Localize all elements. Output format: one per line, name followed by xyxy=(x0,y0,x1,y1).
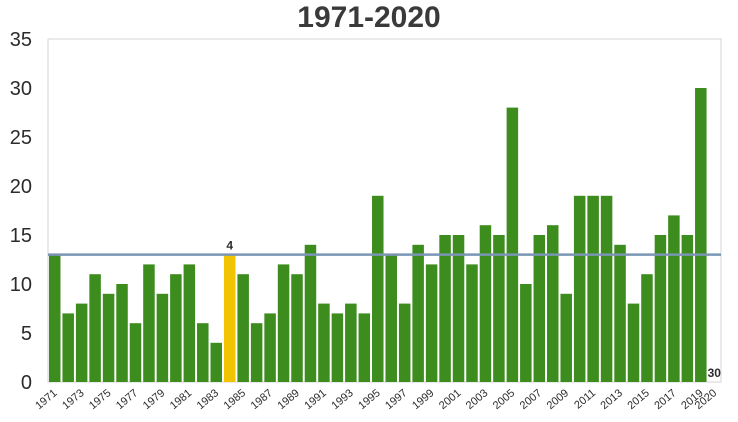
y-tick-label: 0 xyxy=(21,372,32,394)
bar-1987 xyxy=(264,313,276,382)
y-tick-label: 30 xyxy=(10,78,32,100)
x-tick-label: 2017 xyxy=(652,387,678,412)
x-tick-label: 1999 xyxy=(410,387,436,412)
bar-1990 xyxy=(304,244,317,382)
bar-2019 xyxy=(695,88,707,382)
x-tick-label: 2011 xyxy=(572,387,598,411)
bar-2012 xyxy=(600,195,613,382)
bar-1973 xyxy=(75,303,88,382)
chart-title: 1971-2020 xyxy=(297,1,441,34)
bar-1971 xyxy=(48,254,61,382)
bar-2013 xyxy=(614,244,626,382)
bar-2010 xyxy=(573,195,586,382)
x-tick-label: 1985 xyxy=(222,387,248,412)
x-tick-label: 2009 xyxy=(545,387,571,412)
bar-1989 xyxy=(291,274,303,382)
x-tick-label: 1975 xyxy=(87,387,113,412)
bar-1972 xyxy=(62,313,74,382)
data-label-1984: 4 xyxy=(226,239,233,253)
bar-2008 xyxy=(547,225,559,382)
y-tick-label: 35 xyxy=(10,29,32,51)
x-tick-label: 1995 xyxy=(356,387,382,412)
y-tick-label: 20 xyxy=(10,176,32,198)
x-tick-label: 1973 xyxy=(60,387,86,412)
bar-1996 xyxy=(385,254,397,382)
bar-2009 xyxy=(560,293,572,382)
bar-1991 xyxy=(318,303,330,382)
bar-1992 xyxy=(331,313,344,382)
bar-2006 xyxy=(520,284,532,382)
bar-2017 xyxy=(668,215,680,382)
y-tick-label: 5 xyxy=(21,323,32,345)
x-tick-label: 2003 xyxy=(464,387,490,412)
bar-1975 xyxy=(102,293,115,382)
bar-2016 xyxy=(654,235,667,382)
y-tick-label: 15 xyxy=(10,225,32,247)
x-tick-label: 2015 xyxy=(625,387,651,412)
x-tick-label: 2005 xyxy=(491,387,517,412)
bar-1977 xyxy=(129,323,142,382)
bar-1982 xyxy=(197,323,209,382)
x-tick-label: 2007 xyxy=(518,387,544,412)
y-tick-label: 10 xyxy=(10,274,32,296)
bar-1985 xyxy=(237,274,249,382)
bar-1981 xyxy=(183,264,196,382)
bar-2015 xyxy=(641,274,653,382)
bar-1988 xyxy=(277,264,290,382)
bar-2018 xyxy=(681,235,694,382)
bar-2005 xyxy=(506,107,519,382)
x-tick-label: 1987 xyxy=(249,387,275,412)
bar-1974 xyxy=(89,274,101,382)
data-label-2020: 30 xyxy=(708,366,722,380)
bar-1976 xyxy=(116,284,128,382)
bar-1994 xyxy=(358,313,371,382)
y-tick-label: 25 xyxy=(10,127,32,149)
bar-1997 xyxy=(398,303,411,382)
x-tick-label: 1991 xyxy=(302,387,328,412)
bar-1995 xyxy=(372,195,384,382)
bar-2007 xyxy=(533,235,546,382)
bar-1986 xyxy=(250,323,263,382)
bar-2004 xyxy=(493,235,505,382)
bar-2001 xyxy=(452,235,465,382)
x-tick-label: 1971 xyxy=(33,387,59,412)
x-tick-label: 1977 xyxy=(114,387,140,412)
x-tick-label: 2013 xyxy=(599,387,625,412)
bar-2014 xyxy=(627,303,640,382)
x-tick-label: 1989 xyxy=(275,387,301,412)
bar-1978 xyxy=(143,264,155,382)
x-tick-label: 1997 xyxy=(383,387,409,412)
x-tick-label: 1979 xyxy=(141,387,167,412)
bar-1979 xyxy=(156,293,169,382)
x-tick-label: 2001 xyxy=(437,387,463,412)
bar-1980 xyxy=(170,274,182,382)
bar-1999 xyxy=(425,264,438,382)
bar-2003 xyxy=(479,225,492,382)
x-tick-label: 1983 xyxy=(195,387,221,412)
x-tick-label: 1993 xyxy=(329,387,355,412)
bar-1984 xyxy=(223,254,236,382)
bar-2000 xyxy=(439,235,451,382)
bar-1998 xyxy=(412,244,424,382)
plot-frame xyxy=(47,38,722,383)
bar-2011 xyxy=(587,195,599,382)
x-tick-label: 1981 xyxy=(168,387,194,412)
bar-2002 xyxy=(466,264,478,382)
bar-1993 xyxy=(345,303,357,382)
bar-1983 xyxy=(210,342,222,382)
